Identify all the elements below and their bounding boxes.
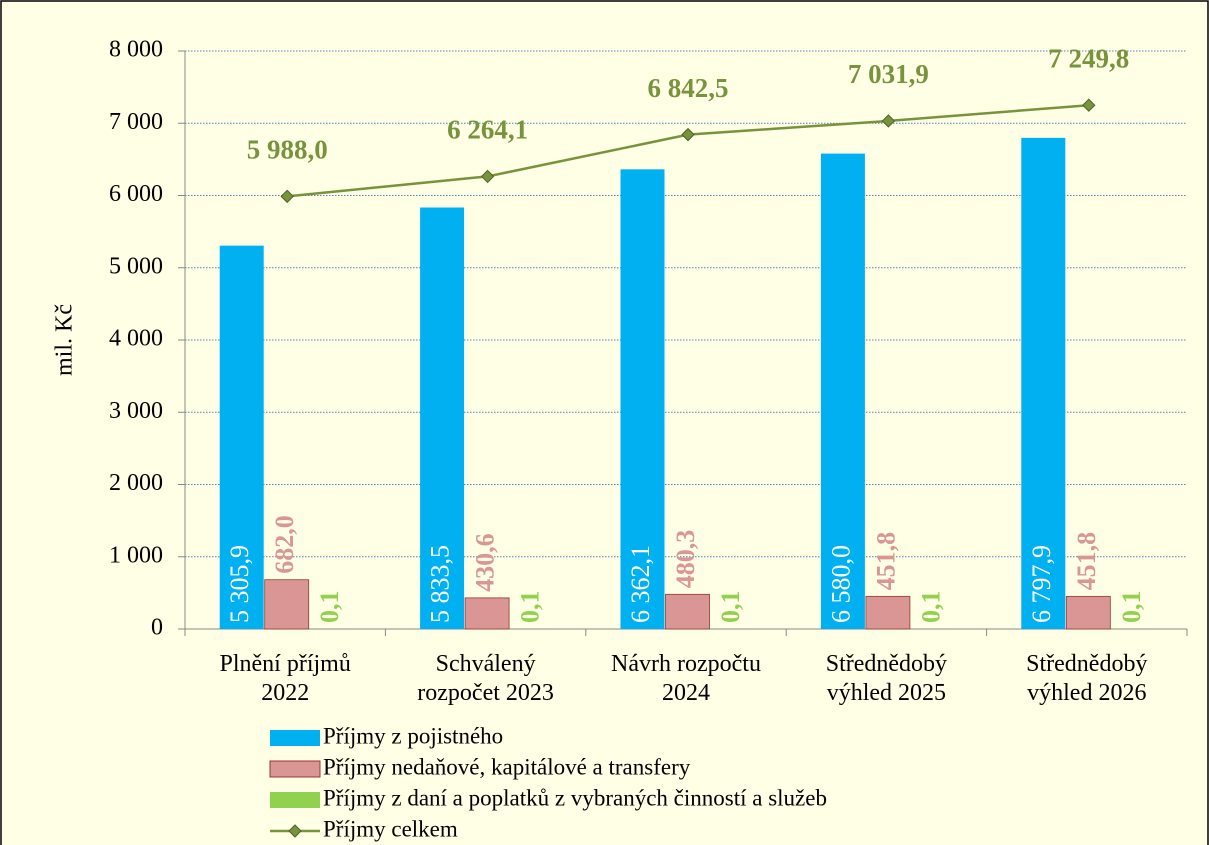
data-label: 0,1 xyxy=(516,590,545,623)
data-label: 7 249,8 xyxy=(1048,43,1129,73)
data-label: 0,1 xyxy=(315,590,344,623)
bar xyxy=(1021,137,1066,629)
y-tick-label: 4 000 xyxy=(109,326,163,352)
legend-label: Příjmy z daní a poplatků z vybraných čin… xyxy=(323,785,827,810)
y-tick-label: 5 000 xyxy=(109,253,163,279)
data-label: 6 842,5 xyxy=(648,73,729,103)
data-label: 7 031,9 xyxy=(848,59,929,89)
bar xyxy=(820,153,865,629)
data-label: 682,0 xyxy=(270,515,299,574)
x-tick-label: Plnění příjmů 2022 xyxy=(220,651,351,706)
y-tick-label: 8 000 xyxy=(109,37,163,63)
y-tick-label: 6 000 xyxy=(109,181,163,207)
data-label: 451,8 xyxy=(1072,532,1101,591)
legend-swatch xyxy=(270,730,320,746)
bar xyxy=(464,597,510,630)
bar xyxy=(865,595,911,630)
legend-label: Příjmy z pojistného xyxy=(323,723,503,748)
data-label: 5 833,5 xyxy=(426,545,455,623)
x-tick-label: Návrh rozpočtu 2024 xyxy=(611,651,761,706)
bar xyxy=(1065,595,1111,630)
y-tick-label: 7 000 xyxy=(109,109,163,135)
data-label: 6 580,0 xyxy=(826,545,855,623)
y-tick-label: 1 000 xyxy=(109,542,163,568)
data-label: 0,1 xyxy=(916,590,945,623)
legend-label: Příjmy nedaňové, kapitálové a transfery xyxy=(323,754,691,779)
line-marker xyxy=(881,114,896,128)
line-marker xyxy=(280,189,294,204)
line-marker xyxy=(1082,98,1096,112)
data-label: 0,1 xyxy=(716,590,745,623)
legend-swatch xyxy=(269,760,321,778)
data-label: 6 797,9 xyxy=(1027,545,1056,623)
line-marker xyxy=(681,127,695,142)
bar xyxy=(620,169,665,630)
y-tick-label: 0 xyxy=(151,615,163,641)
data-label: 451,8 xyxy=(871,532,900,591)
bar xyxy=(420,207,465,629)
x-tick-label: Střednědobý výhled 2026 xyxy=(1026,651,1147,706)
legend-label: Příjmy celkem xyxy=(323,816,458,841)
data-label: 480,3 xyxy=(671,530,700,589)
y-tick-label: 2 000 xyxy=(109,470,163,496)
bar xyxy=(264,579,310,630)
data-label: 5 988,0 xyxy=(247,135,328,165)
data-label: 0,1 xyxy=(1117,590,1146,623)
bar xyxy=(665,593,710,630)
x-tick-label: Střednědobý výhled 2025 xyxy=(826,651,947,706)
data-label: 5 305,9 xyxy=(225,545,254,623)
bar xyxy=(219,245,264,629)
line-marker xyxy=(480,169,495,184)
y-axis-title: mil. Kč xyxy=(52,304,78,376)
legend-swatch xyxy=(270,792,320,808)
x-tick-label: Schválený rozpočet 2023 xyxy=(417,651,554,706)
data-label: 6 264,1 xyxy=(447,115,528,145)
data-label: 430,6 xyxy=(471,533,500,592)
legend-marker xyxy=(288,824,302,838)
y-tick-label: 3 000 xyxy=(109,398,163,424)
data-label: 6 362,1 xyxy=(626,545,655,623)
